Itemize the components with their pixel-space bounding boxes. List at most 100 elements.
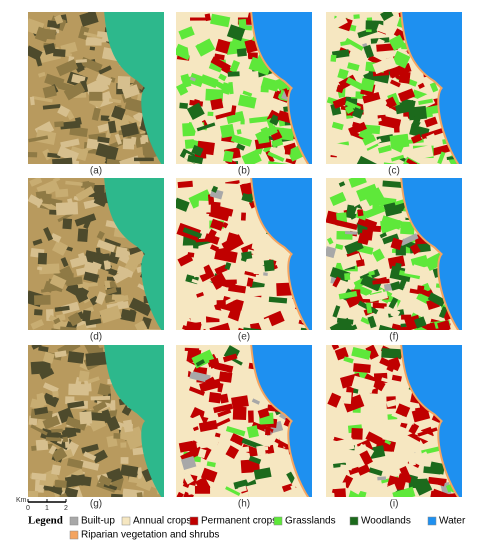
sea (402, 345, 462, 497)
patch (188, 386, 205, 396)
panel-label: (g) (90, 499, 102, 510)
patch (380, 215, 403, 230)
patch (247, 52, 258, 60)
patch (409, 243, 421, 255)
sea (104, 345, 164, 497)
patch (78, 25, 90, 40)
patch (237, 310, 256, 327)
patch (111, 105, 126, 121)
patch (353, 477, 372, 487)
patch (381, 377, 402, 386)
patch (117, 76, 131, 90)
patch (225, 425, 246, 437)
patch (136, 93, 143, 101)
patch (96, 230, 105, 240)
patch (204, 233, 220, 245)
patch (196, 122, 216, 132)
patch (351, 107, 364, 119)
patch (365, 29, 372, 33)
patch (210, 218, 224, 231)
patch (192, 426, 199, 432)
patch (115, 246, 128, 259)
panel-label: (a) (90, 166, 102, 177)
patch (388, 357, 401, 369)
patch (240, 212, 246, 221)
patch (372, 278, 390, 285)
patch (70, 474, 92, 487)
patch (256, 445, 265, 456)
patch (73, 287, 89, 304)
patch (382, 233, 400, 245)
patch (408, 105, 428, 121)
patch (226, 24, 246, 42)
patch (348, 121, 367, 136)
panel-image (176, 345, 312, 497)
panel-label: (h) (238, 499, 250, 510)
patch (47, 152, 61, 159)
patch (44, 73, 65, 89)
patch (251, 238, 266, 251)
patch (348, 178, 367, 188)
patch (59, 326, 77, 330)
patch (242, 90, 253, 97)
patch (407, 457, 416, 467)
patch (381, 348, 402, 359)
patch (406, 158, 418, 164)
patch (28, 135, 49, 143)
patch (210, 56, 231, 72)
patch (48, 445, 57, 455)
patch (208, 392, 222, 404)
patch (248, 455, 262, 465)
patch (206, 461, 216, 468)
patch (382, 483, 398, 496)
patch (73, 60, 85, 73)
patch (332, 437, 355, 454)
patch (337, 68, 349, 80)
patch (28, 45, 43, 61)
patch (53, 317, 61, 325)
panel-image (176, 178, 312, 330)
patch (42, 382, 59, 394)
patch (328, 426, 336, 440)
patch (54, 121, 64, 128)
patch (335, 243, 344, 250)
patch (244, 270, 259, 278)
legend-label: Grasslands (285, 516, 336, 527)
patch (114, 133, 122, 145)
patch (55, 201, 79, 216)
patch (236, 129, 242, 135)
patch (120, 442, 127, 448)
patch (214, 417, 231, 428)
patch (413, 316, 427, 329)
patch (362, 91, 381, 104)
patch (332, 305, 341, 318)
panel (176, 12, 312, 164)
patch (382, 180, 405, 189)
patch (332, 276, 342, 288)
patch (258, 317, 273, 330)
patch (85, 351, 108, 367)
patch (100, 115, 110, 122)
patch (187, 252, 195, 258)
legend-label: Water (439, 516, 466, 527)
patch (250, 491, 268, 497)
patch (197, 448, 207, 459)
panel-label: (i) (390, 499, 399, 510)
patch (376, 324, 397, 330)
patch (74, 213, 97, 227)
patch (351, 375, 375, 394)
patch (32, 238, 43, 246)
patch (247, 249, 257, 255)
patch (194, 485, 211, 494)
patch (383, 200, 407, 217)
patch (77, 228, 89, 242)
patch (41, 193, 52, 205)
patch (69, 126, 88, 138)
patch (418, 98, 434, 105)
patch (99, 305, 122, 324)
patch (248, 56, 272, 76)
legend-label: Riparian vegetation and shrubs (81, 530, 219, 541)
panel-image (326, 12, 462, 164)
patch (139, 134, 149, 145)
patch (391, 138, 406, 153)
